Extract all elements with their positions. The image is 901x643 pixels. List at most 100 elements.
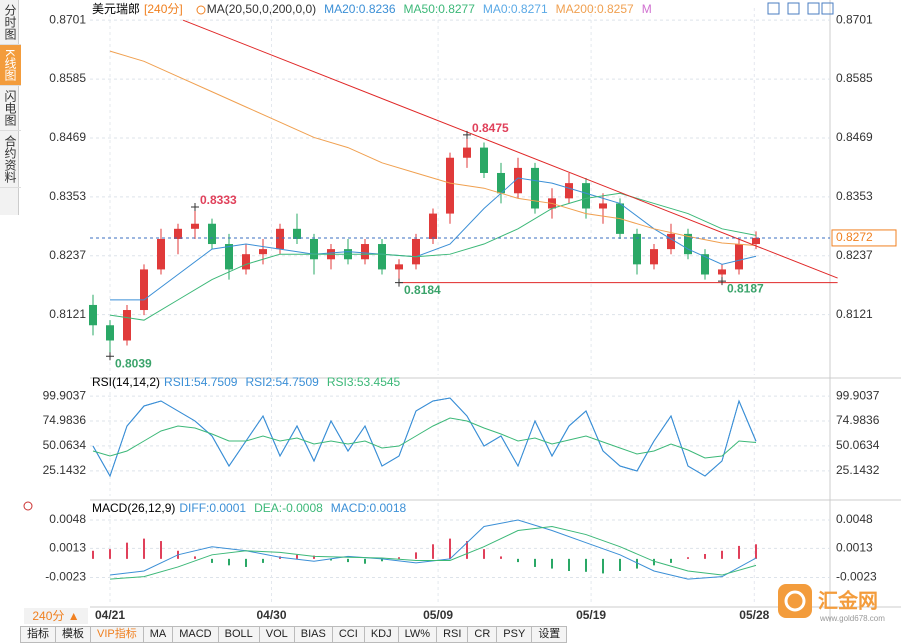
toolbar-button[interactable]: BIAS bbox=[293, 626, 333, 643]
candle-body bbox=[684, 233, 692, 255]
icon[interactable] bbox=[787, 2, 800, 15]
y-tick-label: 0.0013 bbox=[836, 541, 873, 555]
candle-body bbox=[446, 157, 454, 214]
icon[interactable] bbox=[821, 2, 834, 15]
y-tick-label: 25.1432 bbox=[43, 463, 87, 477]
logo bbox=[778, 584, 812, 618]
legend-entry: M bbox=[642, 2, 652, 16]
legend-entry: MA50:0.8277 bbox=[404, 2, 476, 16]
legend-entry: DIFF:0.0001 bbox=[179, 501, 246, 515]
logo bbox=[784, 590, 806, 612]
candle-body bbox=[582, 183, 590, 209]
candle-body bbox=[157, 238, 165, 270]
toolbar-button[interactable]: MACD bbox=[172, 626, 219, 643]
toolbar-button[interactable]: PSY bbox=[496, 626, 533, 643]
side-tab[interactable]: 分时图 bbox=[0, 0, 21, 45]
candle-body bbox=[276, 228, 284, 250]
y-tick-label: 0.8701 bbox=[49, 12, 86, 26]
candle-body bbox=[650, 249, 658, 265]
x-tick-label: 05/19 bbox=[576, 608, 606, 622]
legend-entry: RSI2:54.7509 bbox=[245, 375, 319, 389]
candle-body bbox=[599, 203, 607, 209]
candle-body bbox=[208, 223, 216, 245]
side-tab[interactable]: 闪电图 bbox=[0, 86, 21, 132]
candle-body bbox=[140, 269, 148, 311]
y-tick-label: 0.0013 bbox=[49, 541, 86, 555]
sidebar: 分时图 K线图 闪电图 合约资料 bbox=[0, 0, 21, 215]
trend-line bbox=[182, 19, 838, 279]
extreme-label: 0.8333 bbox=[200, 193, 237, 207]
candle-body bbox=[667, 233, 675, 250]
y-tick-label: 50.0634 bbox=[43, 438, 87, 452]
indicator-label: MA(20,50,0,200,0,0) bbox=[207, 2, 316, 16]
candle-body bbox=[514, 167, 522, 194]
toolbar-button[interactable]: BOLL bbox=[217, 626, 260, 643]
candle-body bbox=[259, 249, 267, 255]
y-tick-label: 99.9037 bbox=[836, 388, 880, 402]
series-line bbox=[92, 417, 757, 459]
candle-body bbox=[361, 244, 369, 260]
toolbar-button[interactable]: LW% bbox=[397, 626, 438, 643]
candle-body bbox=[123, 310, 131, 341]
extreme-label: 0.8475 bbox=[472, 121, 509, 135]
legend-entry: DEA:-0.0008 bbox=[254, 501, 323, 515]
toolbar-button[interactable]: VOL bbox=[258, 626, 295, 643]
y-tick-label: 25.1432 bbox=[836, 463, 880, 477]
y-tick-label: 0.0048 bbox=[49, 512, 86, 526]
y-tick-label: 0.8121 bbox=[836, 307, 873, 321]
series-line bbox=[109, 525, 757, 580]
candle-body bbox=[242, 254, 250, 270]
toolbar-button[interactable]: RSI bbox=[436, 626, 469, 643]
toolbar-button[interactable]: CR bbox=[467, 626, 498, 643]
settings-icon[interactable] bbox=[23, 501, 33, 511]
candle-body bbox=[429, 213, 437, 239]
candle-body bbox=[701, 254, 709, 275]
side-tab[interactable]: K线图 bbox=[0, 45, 21, 87]
toolbar-button[interactable]: VIP指标 bbox=[90, 626, 144, 643]
toolbar: 指标 模板 VIP指标 MA MACD BOLL VOL BIAS CCI KDJ LW% RSI CR… bbox=[20, 626, 568, 643]
y-tick-label: 0.8237 bbox=[836, 248, 873, 262]
candle-body bbox=[480, 147, 488, 173]
series-line bbox=[109, 50, 757, 247]
legend-entry: MA200:0.8257 bbox=[556, 2, 634, 16]
toolbar-button[interactable]: 设置 bbox=[531, 626, 568, 643]
toolbar-button[interactable]: MA bbox=[142, 626, 174, 643]
indicator-title: MACD(26,12,9) bbox=[92, 501, 175, 515]
side-tab[interactable]: 合约资料 bbox=[0, 131, 21, 189]
candle-body bbox=[565, 183, 573, 199]
toolbar-button[interactable]: 指标 bbox=[20, 626, 56, 643]
icon[interactable] bbox=[767, 2, 780, 15]
y-tick-label: 50.0634 bbox=[836, 438, 880, 452]
watermark-brand: 汇金网 bbox=[818, 588, 878, 612]
y-tick-label: 0.0048 bbox=[836, 512, 873, 526]
candle-body bbox=[89, 304, 97, 326]
extreme-label: 0.8187 bbox=[727, 281, 764, 295]
y-tick-label: 0.8469 bbox=[49, 130, 86, 144]
extreme-marker bbox=[106, 352, 114, 361]
candle-body bbox=[106, 325, 114, 341]
watermark-url: www.gold678.com bbox=[819, 614, 885, 623]
x-tick-label: 04/30 bbox=[256, 608, 286, 622]
last-price-box bbox=[831, 229, 897, 247]
x-tick-label: 05/09 bbox=[423, 608, 453, 622]
candle-body bbox=[633, 233, 641, 265]
toolbar-icons[interactable] bbox=[767, 2, 834, 15]
y-tick-label: 0.8121 bbox=[49, 307, 86, 321]
extreme-marker bbox=[191, 202, 199, 211]
extreme-marker bbox=[395, 278, 403, 287]
period-button[interactable]: 240分 ▲ bbox=[24, 608, 88, 624]
indicator-title: RSI(14,14,2) bbox=[92, 375, 160, 389]
extreme-label: 0.8039 bbox=[115, 356, 152, 370]
icon[interactable] bbox=[807, 2, 820, 15]
toolbar-button[interactable]: 模板 bbox=[55, 626, 91, 643]
toolbar-button[interactable]: KDJ bbox=[363, 626, 399, 643]
y-tick-label: 0.8237 bbox=[49, 248, 86, 262]
zoom-icon bbox=[196, 5, 206, 15]
y-tick-label: 99.9037 bbox=[43, 388, 87, 402]
y-tick-label: 0.8585 bbox=[49, 71, 86, 85]
toolbar-button[interactable]: CCI bbox=[331, 626, 365, 643]
icon[interactable] bbox=[23, 501, 33, 511]
extreme-marker bbox=[463, 130, 471, 139]
candle-body bbox=[531, 167, 539, 209]
